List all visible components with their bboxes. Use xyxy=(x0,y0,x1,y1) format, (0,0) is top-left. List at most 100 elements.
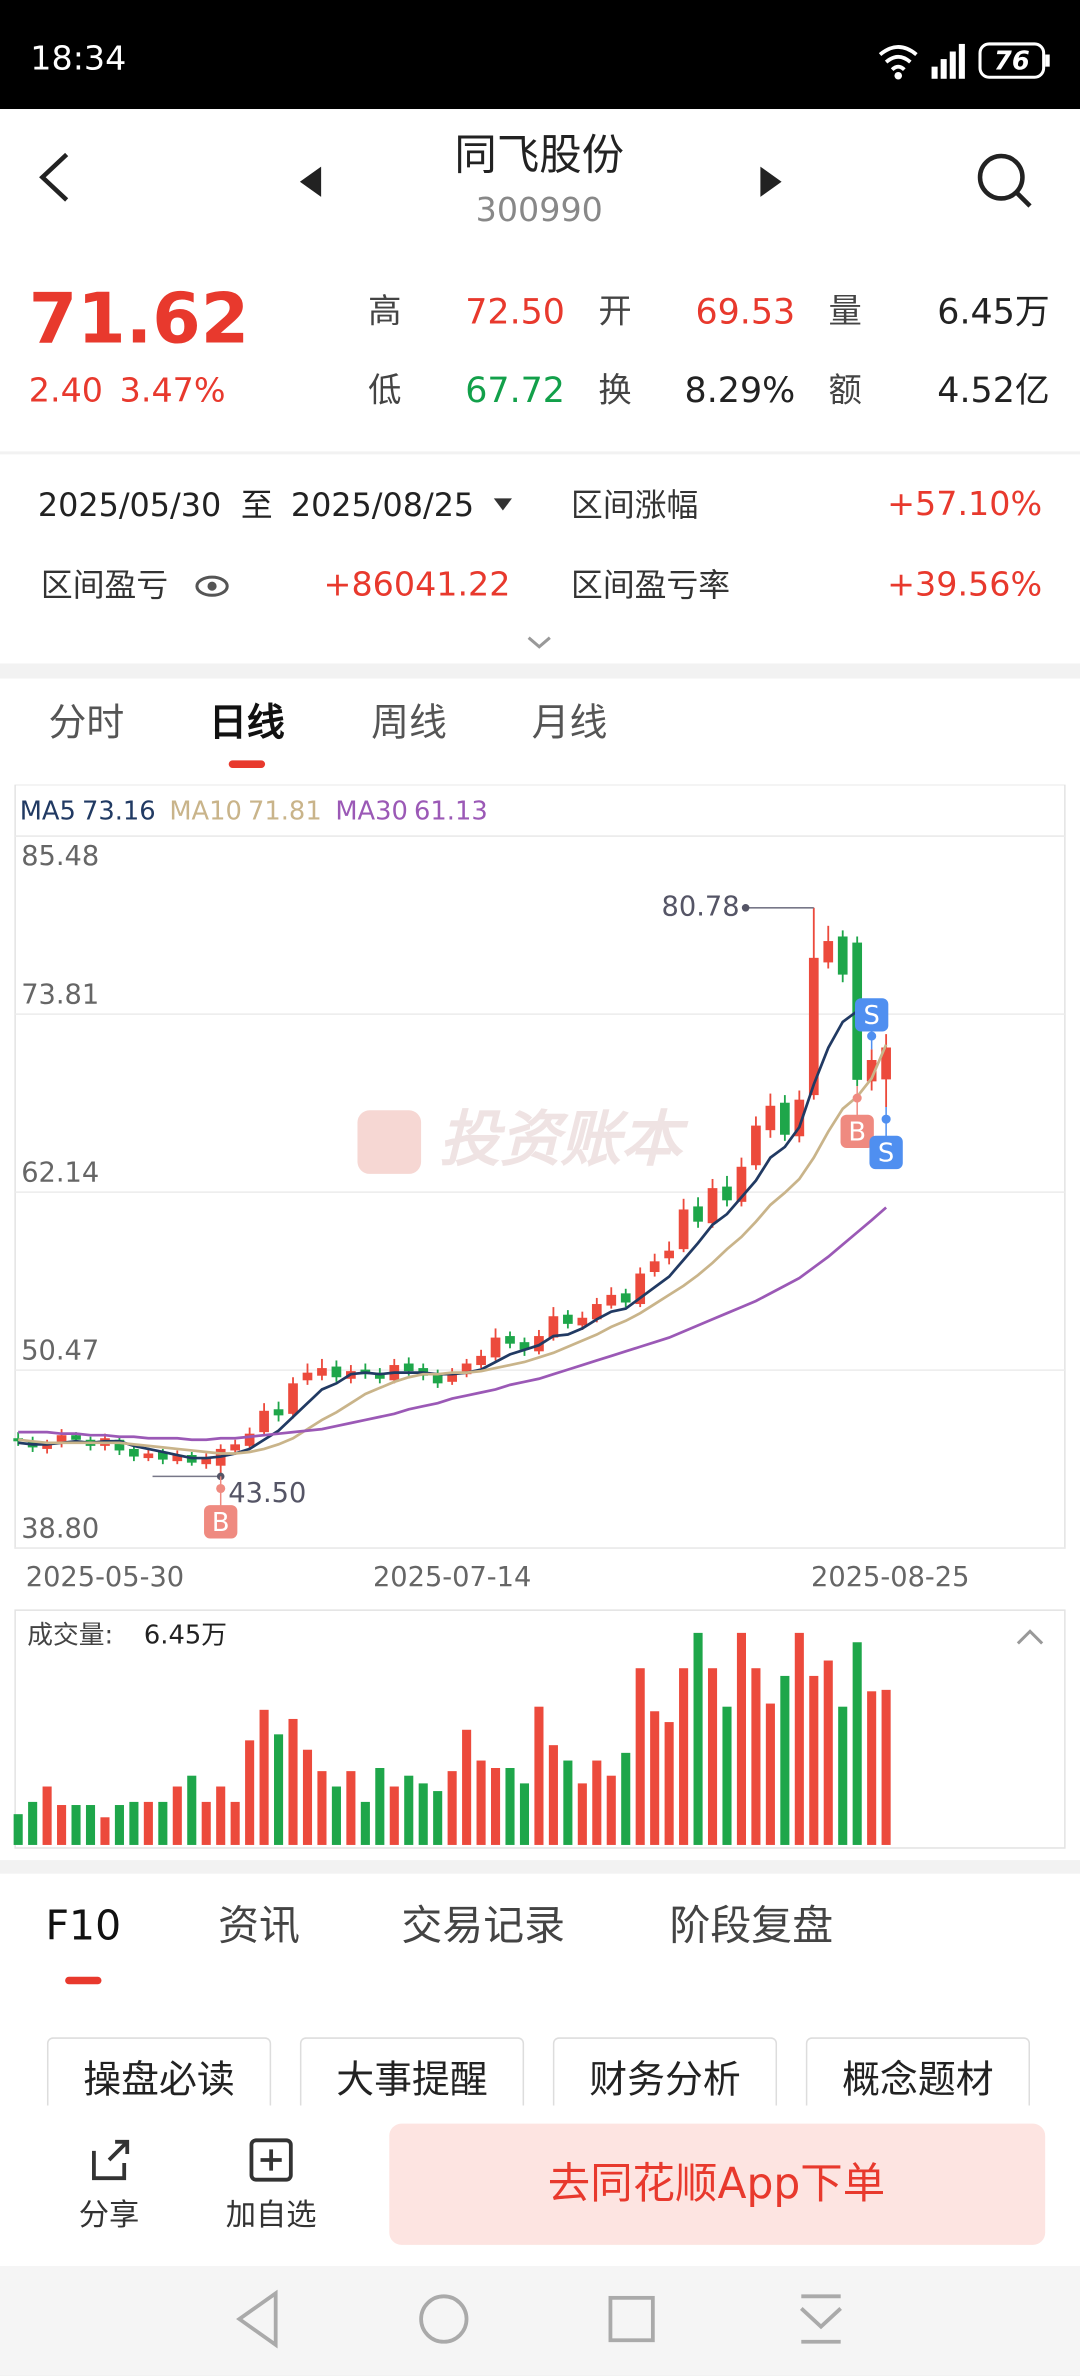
candle-body xyxy=(143,1453,154,1459)
y-tick-label: 50.47 xyxy=(21,1335,99,1366)
header-card xyxy=(0,109,1080,452)
volume-bar xyxy=(548,1745,558,1845)
ma-legend-value: 71.81 xyxy=(248,796,322,826)
cta-text[interactable]: 去同花顺App下单 xyxy=(547,2158,886,2209)
volume-bar xyxy=(245,1740,255,1845)
candle-body xyxy=(751,1125,761,1166)
stat-label: 低 xyxy=(368,372,402,411)
stat-value: 72.50 xyxy=(465,293,565,333)
candle-body xyxy=(866,1060,877,1082)
battery: 76 xyxy=(994,47,1030,77)
volume-bar xyxy=(346,1771,356,1845)
volume-bar xyxy=(230,1801,240,1845)
candle-body xyxy=(302,1372,313,1381)
candle-body xyxy=(649,1261,660,1273)
volume-bar xyxy=(447,1771,457,1845)
candle-body xyxy=(374,1372,385,1379)
volume-bar xyxy=(375,1768,385,1845)
expand[interactable] xyxy=(524,633,554,651)
candle-body xyxy=(881,1047,891,1080)
range-start[interactable]: 2025/05/30 xyxy=(37,486,222,524)
nav-bar xyxy=(0,2266,1080,2376)
range-end[interactable]: 2025/08/25 xyxy=(290,486,475,524)
candle-body xyxy=(780,1102,790,1135)
f10-tab[interactable]: 资讯 xyxy=(218,1903,300,1951)
candle-body xyxy=(591,1304,602,1320)
stat-value: 8.29% xyxy=(684,371,796,412)
collapse-volume[interactable] xyxy=(1016,1629,1044,1645)
f10-button-text[interactable]: 大事提醒 xyxy=(336,2057,488,2102)
candle-body xyxy=(331,1366,342,1378)
volume-bar xyxy=(71,1805,81,1845)
volume-bar xyxy=(331,1786,341,1845)
ma-legend-name: MA5 xyxy=(20,796,76,826)
share[interactable]: 分享 xyxy=(78,2196,140,2233)
candle-body xyxy=(664,1250,674,1259)
period-tab[interactable]: 月线 xyxy=(531,700,608,745)
candle-body xyxy=(678,1209,689,1250)
prev-stock[interactable] xyxy=(299,166,322,197)
volume-bar xyxy=(57,1805,67,1845)
volume-bar xyxy=(85,1805,96,1845)
trade-dot xyxy=(867,1031,877,1041)
volume-bar xyxy=(794,1632,804,1845)
candle-body xyxy=(42,1444,52,1449)
share-icon[interactable] xyxy=(85,2136,133,2184)
high-label: 80.78 xyxy=(662,891,740,922)
trade-badge xyxy=(869,1135,903,1170)
trade-dot xyxy=(216,1483,226,1494)
stat-value: 69.53 xyxy=(695,293,796,333)
volume-bar xyxy=(28,1801,38,1845)
watch[interactable]: 加自选 xyxy=(225,2196,317,2233)
volume-bar xyxy=(751,1668,761,1845)
eye-icon[interactable] xyxy=(194,571,230,601)
volume-bar xyxy=(519,1783,530,1845)
candle-body xyxy=(317,1368,327,1376)
status-bar xyxy=(0,0,1080,110)
volume-bar xyxy=(433,1791,443,1845)
candle-body xyxy=(563,1314,573,1324)
f10-button-text[interactable]: 财务分析 xyxy=(589,2057,741,2102)
back-button[interactable] xyxy=(39,152,69,202)
candle-body xyxy=(114,1439,125,1451)
volume-bar xyxy=(13,1814,23,1845)
period-tab[interactable]: 周线 xyxy=(371,700,447,745)
stat-label: 换 xyxy=(598,372,632,411)
volume-bar xyxy=(592,1760,602,1845)
volume-bar xyxy=(867,1691,877,1845)
range-dropdown[interactable] xyxy=(491,494,515,515)
watch-icon[interactable] xyxy=(247,2136,295,2184)
candle-body xyxy=(490,1337,501,1358)
trade-label: S xyxy=(878,1138,894,1168)
candle-body xyxy=(635,1273,646,1305)
candle-body xyxy=(403,1363,414,1372)
candle-body xyxy=(808,957,819,1096)
high-dot xyxy=(741,904,750,912)
candle-body xyxy=(765,1105,776,1131)
f10-button-text[interactable]: 概念题材 xyxy=(842,2057,994,2102)
period-tab[interactable]: 分时 xyxy=(48,700,125,745)
nav-icons xyxy=(236,2289,842,2349)
candle-body xyxy=(722,1186,732,1201)
cta-button[interactable] xyxy=(389,2123,1046,2245)
f10-tab[interactable]: 交易记录 xyxy=(401,1903,565,1951)
volume-bar xyxy=(404,1775,414,1845)
next-stock[interactable] xyxy=(760,166,782,197)
f10-tab[interactable]: 阶段复盘 xyxy=(669,1903,834,1951)
range-value: +57.10% xyxy=(887,486,1043,525)
stat-label: 额 xyxy=(828,372,862,411)
volume-bar xyxy=(259,1709,269,1845)
period-tab[interactable]: 日线 xyxy=(209,700,285,745)
volume-bar xyxy=(288,1718,298,1845)
candle-body xyxy=(548,1316,559,1338)
f10-tab[interactable]: F10 xyxy=(45,1903,122,1951)
volume-bar xyxy=(534,1706,544,1845)
search[interactable] xyxy=(977,153,1025,201)
tab-indicator xyxy=(228,760,266,768)
volume-bar xyxy=(129,1801,139,1845)
x-tick-label: 2025-07-14 xyxy=(373,1562,531,1593)
f10-button-text[interactable]: 操盘必读 xyxy=(83,2057,235,2102)
volume-bar xyxy=(143,1801,153,1845)
trade-label: S xyxy=(863,1001,879,1031)
